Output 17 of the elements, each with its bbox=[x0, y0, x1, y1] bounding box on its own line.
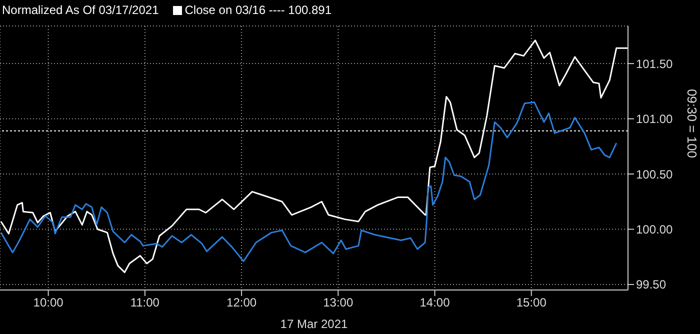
x-tick-label: 13:00 bbox=[323, 296, 354, 310]
y-tick-label: 100.50 bbox=[636, 167, 674, 182]
x-tick-label: 10:00 bbox=[33, 296, 64, 310]
x-tick-label: 11:00 bbox=[130, 296, 160, 310]
y-tick-label: 101.00 bbox=[636, 112, 674, 126]
y-tick-label: 99.50 bbox=[636, 278, 666, 292]
y-tick-label: 100.00 bbox=[636, 222, 674, 237]
line-series bbox=[0, 101, 618, 262]
x-tick-label: 14:00 bbox=[420, 296, 450, 310]
y-axis-title: 09:30 = 100 bbox=[684, 88, 700, 158]
y-tick-label: 101.50 bbox=[636, 56, 674, 71]
x-tick-label: 15:00 bbox=[516, 296, 547, 310]
x-tick-label: 12:00 bbox=[226, 296, 257, 310]
chart-title: Normalized As Of 03/17/2021 bbox=[2, 3, 159, 17]
legend-label: Close on 03/16 ---- 100.891 bbox=[184, 3, 332, 17]
line-series bbox=[0, 40, 628, 274]
x-axis-title: 17 Mar 2021 bbox=[280, 317, 348, 331]
